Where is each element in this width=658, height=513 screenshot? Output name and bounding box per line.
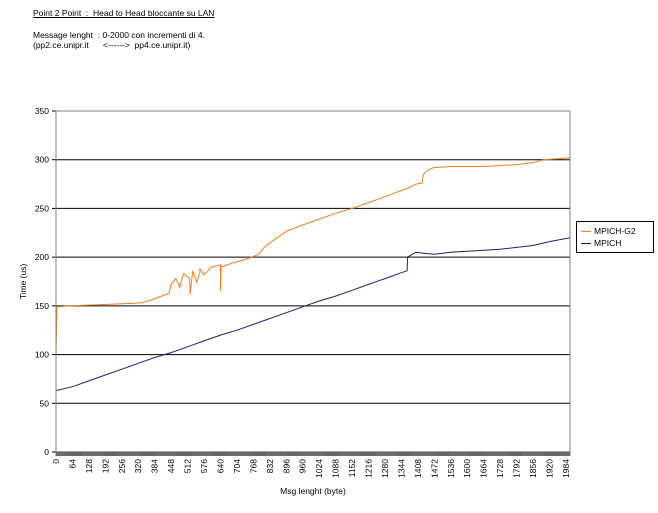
x-tick-label: 1856 — [528, 459, 538, 478]
header-line-1: Message lenght : 0-2000 con incrementi d… — [33, 30, 205, 40]
x-tick-label: 448 — [166, 459, 176, 473]
x-axis-ticks: 0 64 128 192 256 320 384 448 512 576 640 704 768 832 8… — [51, 451, 571, 478]
x-tick-label: 64 — [67, 459, 77, 469]
x-tick-label: 1152 — [347, 459, 357, 478]
series-lines — [55, 157, 571, 392]
x-tick-label: 1728 — [495, 459, 505, 478]
y-tick-label: 350 — [35, 106, 49, 116]
x-tick-label: 960 — [298, 459, 308, 473]
x-tick-label: 0 — [51, 459, 61, 464]
x-tick-label: 1344 — [396, 459, 406, 478]
y-tick-label: 100 — [35, 350, 49, 360]
x-tick-label: 1216 — [364, 459, 374, 478]
x-tick-label: 320 — [133, 459, 143, 473]
x-tick-label: 1408 — [413, 459, 423, 478]
legend-label-mpich-g2: MPICH-G2 — [594, 226, 636, 236]
chart-header: Point 2 Point : Head to Head bloccante s… — [33, 8, 214, 50]
y-tick-label: 250 — [35, 203, 49, 213]
x-tick-label: 832 — [265, 459, 275, 473]
legend-swatch-mpich — [581, 242, 591, 244]
x-tick-label: 128 — [84, 459, 94, 473]
x-tick-label: 192 — [100, 459, 110, 473]
y-tick-label: 200 — [35, 252, 49, 262]
x-tick-label: 896 — [281, 459, 291, 473]
series-line-mpich-g2 — [55, 157, 571, 355]
y-axis-label: Time (us) — [18, 264, 28, 300]
x-tick-label: 576 — [199, 459, 209, 473]
x-tick-label: 1664 — [479, 459, 489, 478]
legend: MPICH-G2 MPICH — [576, 221, 654, 253]
x-tick-label: 704 — [232, 459, 242, 473]
header-line-2: (pp2.ce.unipr.it <------> pp4.ce.unipr.i… — [33, 40, 191, 50]
legend-swatch-mpich-g2 — [581, 230, 591, 232]
series-line-mpich — [55, 237, 571, 392]
y-tick-label: 150 — [35, 301, 49, 311]
x-tick-label: 256 — [117, 459, 127, 473]
x-tick-label: 1024 — [314, 459, 324, 478]
y-tick-label: 50 — [40, 398, 50, 408]
y-axis-ticks: 0 50 100 150 200 250 300 350 — [35, 106, 56, 457]
y-tick-label: 0 — [44, 447, 49, 457]
x-tick-label: 1472 — [429, 459, 439, 478]
x-tick-label: 1280 — [380, 459, 390, 478]
x-tick-label: 1536 — [446, 459, 456, 478]
legend-item-mpich-g2: MPICH-G2 — [581, 226, 636, 236]
x-tick-label: 384 — [150, 459, 160, 473]
gridlines — [56, 110, 570, 404]
legend-label-mpich: MPICH — [594, 238, 622, 248]
y-tick-label: 300 — [35, 155, 49, 165]
plot-area-frame — [55, 110, 571, 453]
chart-title: Point 2 Point : Head to Head bloccante s… — [33, 8, 215, 18]
x-axis-label: Msg lenght (byte) — [280, 486, 346, 496]
x-tick-label: 1088 — [331, 459, 341, 478]
x-tick-label: 1792 — [512, 459, 522, 478]
x-tick-label: 768 — [248, 459, 258, 473]
x-tick-label: 512 — [183, 459, 193, 473]
x-tick-label: 1600 — [462, 459, 472, 478]
legend-item-mpich: MPICH — [581, 238, 621, 248]
x-tick-label: 640 — [215, 459, 225, 473]
x-tick-label: 1920 — [544, 459, 554, 478]
x-tick-label: 1984 — [561, 459, 571, 478]
